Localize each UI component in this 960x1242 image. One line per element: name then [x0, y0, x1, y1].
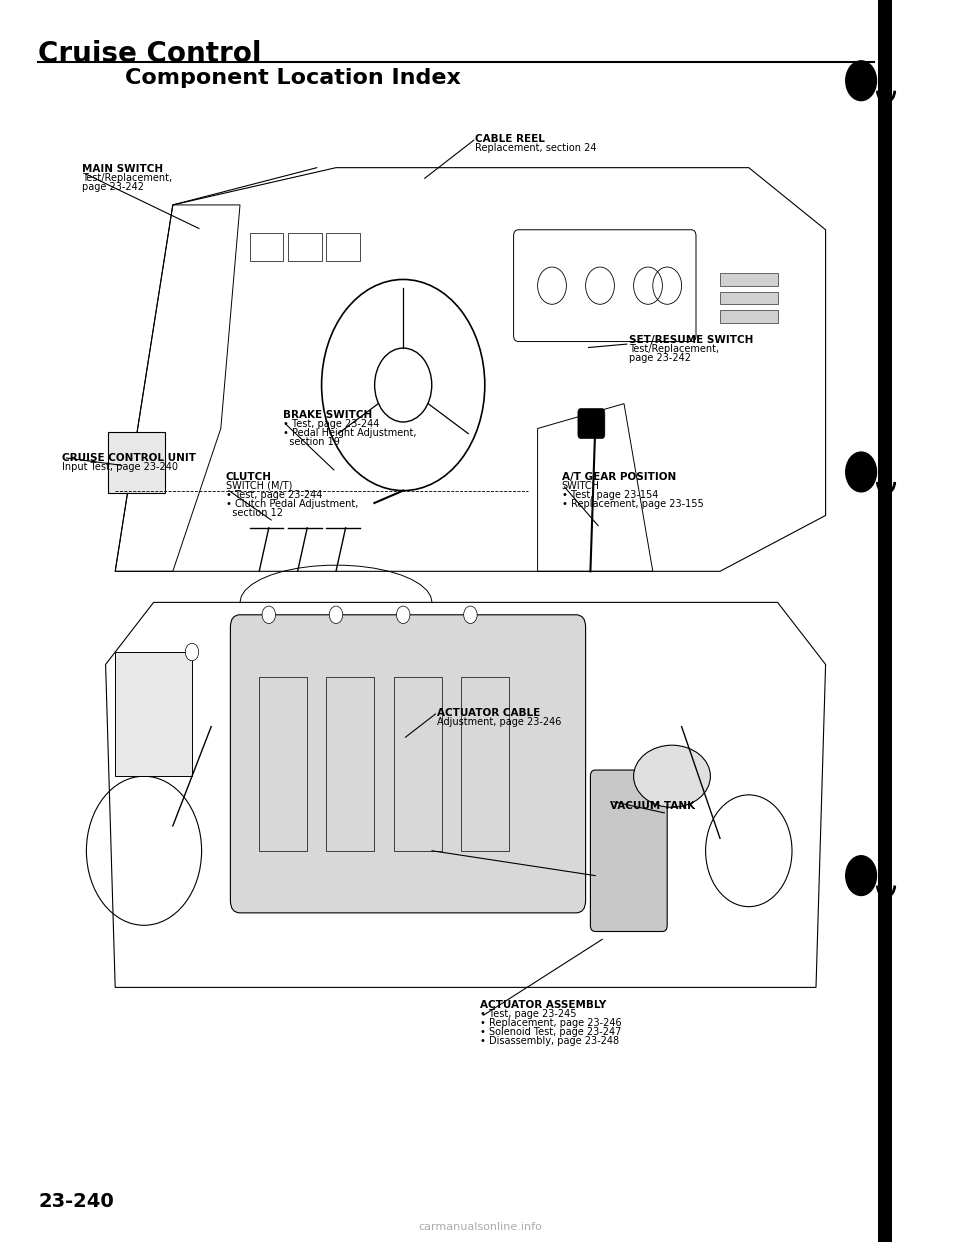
Bar — [115, 652, 192, 776]
Text: Adjustment, page 23-246: Adjustment, page 23-246 — [437, 717, 562, 727]
Bar — [720, 273, 778, 286]
Bar — [720, 310, 778, 323]
Ellipse shape — [846, 61, 876, 101]
Ellipse shape — [846, 856, 876, 895]
Text: • Clutch Pedal Adjustment,: • Clutch Pedal Adjustment, — [226, 499, 358, 509]
Text: SWITCH: SWITCH — [562, 481, 600, 491]
Text: SWITCH (M/T): SWITCH (M/T) — [226, 481, 292, 491]
Circle shape — [396, 606, 410, 623]
Bar — [461, 677, 509, 851]
Bar — [326, 677, 374, 851]
Bar — [720, 292, 778, 304]
Text: Cruise Control: Cruise Control — [38, 40, 262, 68]
FancyBboxPatch shape — [230, 615, 586, 913]
Circle shape — [185, 643, 199, 661]
Text: • Test, page 23-154: • Test, page 23-154 — [562, 489, 658, 499]
FancyBboxPatch shape — [108, 432, 165, 493]
Circle shape — [329, 606, 343, 623]
Text: Test/Replacement,: Test/Replacement, — [629, 344, 719, 354]
FancyBboxPatch shape — [578, 409, 605, 438]
Text: • Replacement, page 23-246: • Replacement, page 23-246 — [480, 1017, 622, 1027]
Bar — [288, 233, 322, 261]
Text: • Solenoid Test, page 23-247: • Solenoid Test, page 23-247 — [480, 1027, 621, 1037]
Text: page 23-242: page 23-242 — [82, 181, 144, 191]
Ellipse shape — [634, 745, 710, 807]
Bar — [394, 677, 442, 851]
Text: Component Location Index: Component Location Index — [125, 68, 461, 88]
Bar — [250, 233, 283, 261]
Text: CABLE REEL: CABLE REEL — [475, 134, 545, 144]
Bar — [878, 0, 892, 1242]
Text: • Test, page 23-245: • Test, page 23-245 — [480, 1009, 577, 1018]
Text: page 23-242: page 23-242 — [629, 353, 691, 363]
Text: Replacement, section 24: Replacement, section 24 — [475, 143, 597, 153]
Circle shape — [464, 606, 477, 623]
Text: CRUISE CONTROL UNIT: CRUISE CONTROL UNIT — [62, 453, 197, 463]
Circle shape — [262, 606, 276, 623]
Text: section 19: section 19 — [283, 437, 340, 447]
Text: 23-240: 23-240 — [38, 1192, 114, 1211]
Text: carmanualsonline.info: carmanualsonline.info — [418, 1222, 542, 1232]
Text: MAIN SWITCH: MAIN SWITCH — [82, 164, 163, 174]
Text: Input Test, page 23-240: Input Test, page 23-240 — [62, 462, 179, 472]
Text: section 12: section 12 — [226, 508, 282, 518]
Text: A/T GEAR POSITION: A/T GEAR POSITION — [562, 472, 676, 482]
Text: VACUUM TANK: VACUUM TANK — [610, 801, 695, 811]
Text: Test/Replacement,: Test/Replacement, — [82, 173, 172, 183]
Text: • Test, page 23-244: • Test, page 23-244 — [226, 489, 322, 499]
Bar — [326, 233, 360, 261]
FancyBboxPatch shape — [590, 770, 667, 932]
Text: • Pedal Height Adjustment,: • Pedal Height Adjustment, — [283, 427, 417, 437]
Text: CLUTCH: CLUTCH — [226, 472, 272, 482]
Text: • Disassembly, page 23-248: • Disassembly, page 23-248 — [480, 1036, 619, 1046]
Text: ACTUATOR CABLE: ACTUATOR CABLE — [437, 708, 540, 718]
Text: SET/RESUME SWITCH: SET/RESUME SWITCH — [629, 335, 754, 345]
Bar — [259, 677, 307, 851]
Text: • Test, page 23-244: • Test, page 23-244 — [283, 419, 379, 428]
Ellipse shape — [846, 452, 876, 492]
Text: • Replacement, page 23-155: • Replacement, page 23-155 — [562, 499, 704, 509]
Text: BRAKE SWITCH: BRAKE SWITCH — [283, 410, 372, 420]
Text: ACTUATOR ASSEMBLY: ACTUATOR ASSEMBLY — [480, 1000, 607, 1010]
